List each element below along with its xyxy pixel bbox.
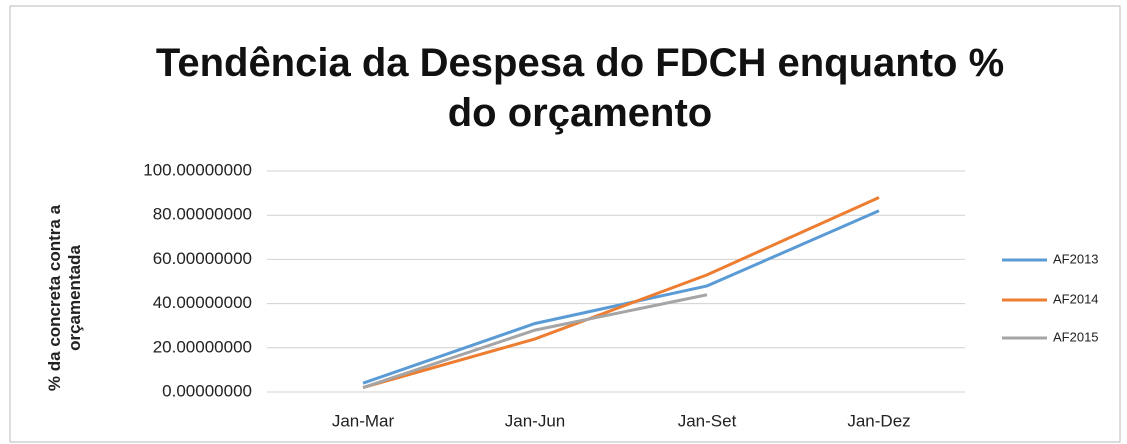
legend-label: AF2015 <box>1053 329 1099 344</box>
series-line <box>362 293 708 390</box>
series-line <box>362 209 880 385</box>
y-tick-label: 100.00000000 <box>143 160 252 179</box>
x-tick-label: Jan-Mar <box>332 411 395 430</box>
x-tick-label: Jan-Set <box>678 411 737 430</box>
legend-label: AF2014 <box>1053 291 1099 306</box>
chart-border <box>9 5 1121 443</box>
y-tick-label: 40.00000000 <box>153 293 252 312</box>
x-tick-label: Jan-Dez <box>847 411 910 430</box>
chart-title: Tendência da Despesa do FDCH enquanto % … <box>155 41 1005 135</box>
y-axis-label: % da concreta contra a orçamentada <box>45 204 84 392</box>
x-tick-label: Jan-Jun <box>505 411 565 430</box>
legend-label: AF2013 <box>1053 251 1099 266</box>
y-tick-label: 0.00000000 <box>162 381 252 400</box>
y-tick-label: 20.00000000 <box>153 337 252 356</box>
y-tick-label: 60.00000000 <box>153 249 252 268</box>
series-line <box>362 196 880 390</box>
y-tick-label: 80.00000000 <box>153 205 252 224</box>
